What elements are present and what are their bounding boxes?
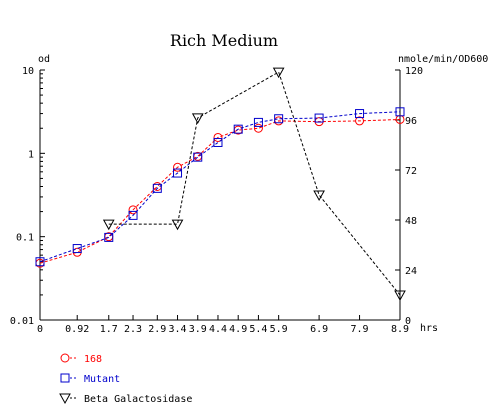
x-tick-label: 2.3 [124, 324, 142, 335]
data-point [191, 113, 204, 124]
left-axis-unit-label: od [38, 54, 50, 65]
x-axis-unit-label: hrs [420, 323, 438, 334]
right-tick-label: 120 [405, 66, 423, 77]
data-point [355, 109, 365, 119]
x-tick-label: 0 [37, 324, 43, 335]
data-point [314, 113, 324, 123]
data-point [128, 210, 138, 220]
chart-title: Rich Medium [170, 31, 278, 50]
data-point [173, 162, 183, 172]
x-tick-label: 4.9 [229, 324, 247, 335]
left-tick-label: 0.01 [10, 316, 34, 327]
data-point [394, 290, 406, 302]
series-line [39, 111, 401, 263]
legend-marker [60, 353, 70, 363]
left-tick-label: 0.1 [16, 233, 34, 244]
series-line [108, 71, 401, 296]
left-axis-ticks: 10 1 0.1 0.01 [10, 66, 45, 327]
right-tick-label: 96 [405, 116, 417, 127]
right-tick-label: 0 [405, 316, 411, 327]
right-tick-label: 48 [405, 216, 417, 227]
series-line [39, 118, 401, 264]
data-point [213, 137, 223, 147]
series-layer [35, 67, 406, 302]
data-point [253, 117, 263, 127]
x-axis-ticks: 0 0.92 1.7 2.3 2.9 3.4 3.9 4.4 4.9 5.4 5.9 6.9 7.9 8.… [37, 315, 409, 335]
data-point [173, 168, 183, 178]
x-tick-label: 5.9 [270, 324, 288, 335]
series-1 [35, 107, 405, 267]
legend-label: Mutant [84, 374, 120, 385]
right-tick-label: 24 [405, 266, 417, 277]
x-tick-label: 3.4 [168, 324, 186, 335]
legend-label: 168 [84, 354, 102, 365]
legend-marker [60, 373, 70, 383]
data-point [35, 257, 45, 267]
data-point [152, 183, 162, 193]
legend-label: Beta Galactosidase [84, 394, 192, 405]
x-tick-label: 8.9 [391, 324, 409, 335]
x-tick-label: 7.9 [351, 324, 369, 335]
data-point [72, 244, 82, 254]
data-point [253, 123, 263, 133]
data-point [313, 190, 325, 202]
data-point [355, 116, 365, 126]
left-tick-label: 10 [22, 66, 34, 77]
series-2 [102, 67, 406, 302]
right-axis-unit-label: nmole/min/OD600 [398, 54, 488, 65]
data-point [104, 232, 114, 242]
x-tick-label: 1.7 [100, 324, 118, 335]
right-axis-ticks: 120 96 72 48 24 0 [395, 66, 423, 327]
data-point [395, 107, 405, 117]
data-point [274, 114, 284, 124]
data-point [272, 67, 285, 79]
data-point [193, 152, 203, 162]
x-tick-label: 2.9 [148, 324, 166, 335]
data-point [213, 132, 223, 142]
x-tick-label: 5.4 [249, 324, 267, 335]
legend: 168 Mutant Beta Galactosidase [59, 353, 192, 405]
data-point [102, 219, 115, 231]
x-tick-label: 4.4 [209, 324, 227, 335]
legend-marker [59, 393, 71, 405]
x-tick-label: 0.92 [65, 324, 89, 335]
right-tick-label: 72 [405, 166, 417, 177]
x-tick-label: 6.9 [310, 324, 328, 335]
left-tick-label: 1 [28, 149, 34, 160]
x-tick-label: 3.9 [189, 324, 207, 335]
data-point [171, 219, 184, 231]
data-point [128, 205, 138, 215]
data-point [233, 124, 243, 134]
